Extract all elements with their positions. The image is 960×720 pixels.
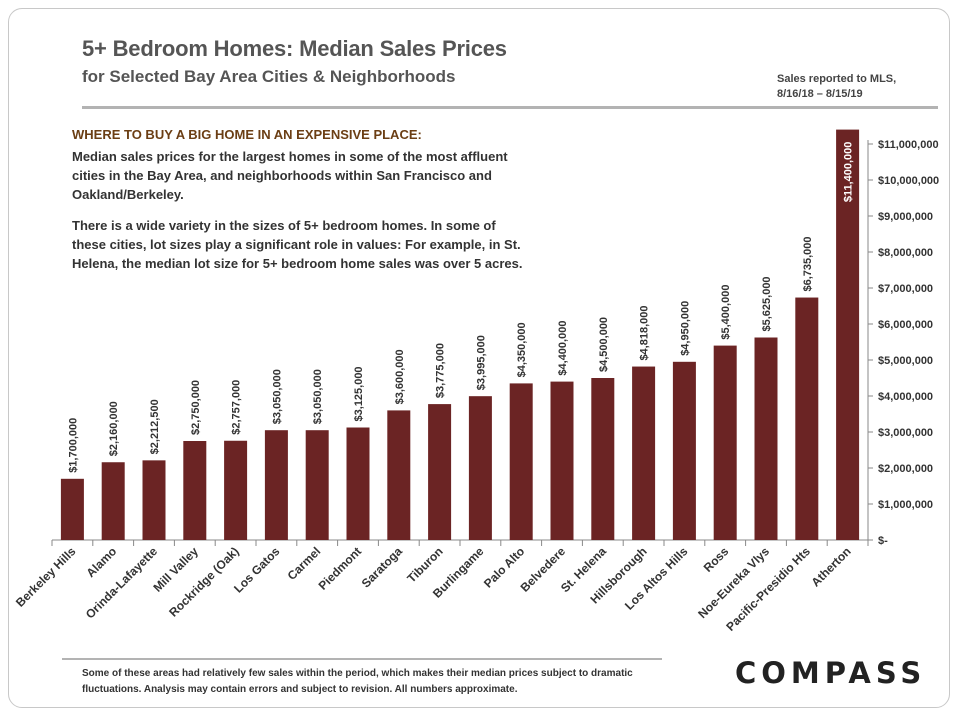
y-tick-label: $1,000,000: [878, 499, 933, 511]
bar-17: [713, 345, 737, 540]
y-tick-label: $10,000,000: [878, 175, 939, 187]
slide-frame: [8, 8, 950, 708]
x-tick-label: Noe-Eureka Vlys: [695, 544, 772, 621]
compass-logo: COMPASS: [735, 656, 927, 690]
data-label: $3,995,000: [475, 335, 487, 390]
x-tick-label: Carmel: [285, 544, 324, 583]
data-label: $4,818,000: [639, 305, 651, 360]
data-label: $4,950,000: [679, 301, 691, 356]
data-label: $2,160,000: [108, 401, 120, 456]
data-label: $5,400,000: [720, 285, 732, 340]
annotation-paragraph-2: There is a wide variety in the sizes of …: [72, 218, 523, 271]
bar-11: [468, 396, 492, 540]
data-label: $5,625,000: [761, 276, 773, 331]
bar-12: [509, 383, 533, 540]
header-divider: [82, 106, 938, 109]
page-subtitle: for Selected Bay Area Cities & Neighborh…: [82, 67, 456, 86]
bar-1: [60, 478, 84, 540]
annotation-paragraph-1: Median sales prices for the largest home…: [72, 149, 508, 202]
data-label: $3,775,000: [435, 343, 447, 398]
bar-14: [591, 378, 615, 540]
bar-8: [346, 427, 370, 540]
y-tick-label: $7,000,000: [878, 283, 933, 295]
bar-7: [305, 430, 329, 540]
x-tick-label: Piedmont: [316, 544, 365, 593]
data-label: $3,050,000: [271, 369, 283, 424]
bar-16: [672, 361, 696, 540]
bar-2: [101, 462, 125, 540]
y-tick-label: $8,000,000: [878, 247, 933, 259]
x-tick-label: Tiburon: [404, 544, 445, 585]
data-label: $11,400,000: [843, 142, 855, 203]
x-tick-label: Alamo: [83, 544, 119, 580]
bar-6: [264, 430, 288, 540]
data-label: $2,757,000: [231, 380, 243, 435]
bar-3: [142, 460, 166, 540]
data-label: $4,350,000: [516, 322, 528, 377]
data-label: $6,735,000: [802, 236, 814, 291]
source-note-line1: Sales reported to MLS,: [777, 73, 897, 85]
bar-4: [183, 441, 207, 540]
bar-19: [795, 297, 819, 540]
bar-5: [224, 440, 248, 540]
footer-note: Some of these areas had relatively few s…: [82, 668, 633, 695]
y-tick-label: $11,000,000: [878, 139, 939, 151]
x-tick-label: Ross: [701, 544, 732, 575]
bar-15: [632, 366, 656, 540]
x-tick-label: Berkeley Hills: [13, 544, 79, 610]
source-note: Sales reported to MLS, 8/16/18 – 8/15/19: [777, 72, 896, 102]
y-tick-label: $-: [878, 535, 888, 547]
y-tick-label: $9,000,000: [878, 211, 933, 223]
x-tick-label: Rockridge (Oak): [166, 544, 241, 619]
x-tick-label: Orinda-Lafayette: [83, 544, 161, 622]
data-label: $4,500,000: [598, 317, 610, 372]
y-tick-label: $2,000,000: [878, 463, 933, 475]
y-tick-label: $5,000,000: [878, 355, 933, 367]
bar-10: [428, 404, 452, 540]
annotation-heading: WHERE TO BUY A BIG HOME IN AN EXPENSIVE …: [72, 127, 422, 142]
data-label: $2,750,000: [190, 380, 202, 435]
y-tick-label: $3,000,000: [878, 427, 933, 439]
page-title: 5+ Bedroom Homes: Median Sales Prices: [82, 36, 507, 61]
bar-13: [550, 381, 574, 540]
x-tick-label: Saratoga: [359, 544, 405, 590]
bar-9: [387, 410, 411, 540]
x-tick-label: Atherton: [808, 544, 853, 589]
bar-20: [836, 129, 860, 540]
y-tick-label: $6,000,000: [878, 319, 933, 331]
data-label: $3,125,000: [353, 366, 365, 421]
footer-divider: [62, 658, 662, 660]
bar-18: [754, 337, 778, 540]
data-label: $2,212,500: [149, 399, 161, 454]
data-label: $3,050,000: [312, 369, 324, 424]
data-label: $1,700,000: [67, 418, 79, 473]
data-label: $3,600,000: [394, 349, 406, 404]
data-label: $4,400,000: [557, 321, 569, 376]
y-tick-label: $4,000,000: [878, 391, 933, 403]
source-note-line2: 8/16/18 – 8/15/19: [777, 88, 863, 100]
